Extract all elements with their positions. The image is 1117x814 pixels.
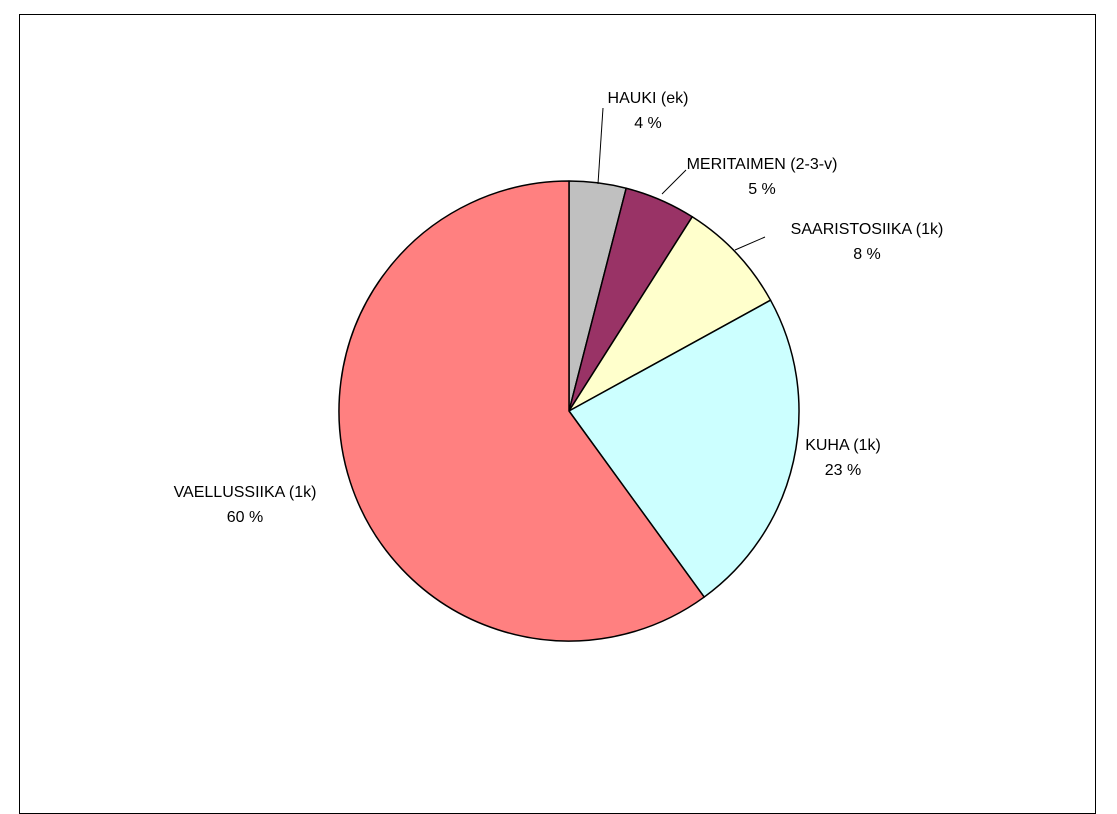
pie-slices	[338, 180, 800, 642]
pie-slice-4	[338, 180, 705, 642]
leader-line-2	[734, 236, 766, 251]
slice-label-4: VAELLUSSIIKA (1k)	[174, 484, 317, 501]
slice-labels: HAUKI (ek) 4 % MERITAIMEN (2-3-v) 5 % SAARIS…	[174, 90, 944, 526]
slice-value-label-1: 5 %	[748, 181, 776, 198]
leader-line-0	[597, 107, 604, 185]
leader-line-1	[661, 169, 687, 195]
slice-value-label-4: 60 %	[227, 509, 263, 526]
slice-value-label-2: 8 %	[853, 246, 881, 263]
slice-label-1: MERITAIMEN (2-3-v)	[687, 156, 838, 173]
leader-lines	[597, 107, 766, 251]
slice-value-label-0: 4 %	[634, 115, 662, 132]
pie-slice-2	[568, 216, 772, 412]
slice-value-label-3: 23 %	[825, 462, 861, 479]
slice-label-0: HAUKI (ek)	[608, 90, 689, 107]
pie-slice-3	[568, 299, 800, 598]
slice-label-2: SAARISTOSIIKA (1k)	[791, 221, 944, 238]
slice-label-3: KUHA (1k)	[805, 437, 881, 454]
